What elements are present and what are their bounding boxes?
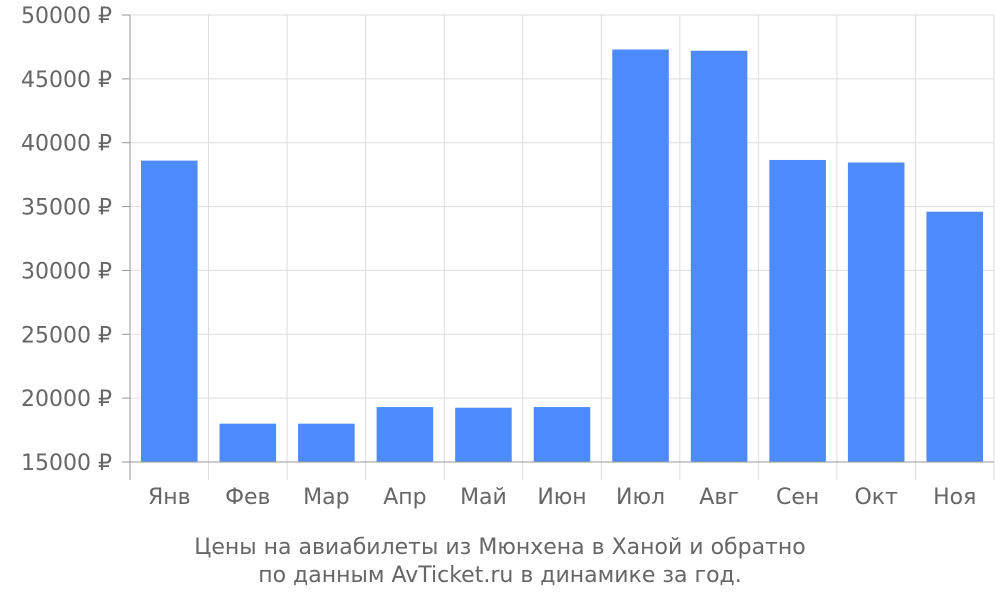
bar-Июн [533, 407, 591, 462]
chart-caption-line-1: Цены на авиабилеты из Мюнхена в Ханой и … [194, 535, 806, 560]
x-axis-labels: Янв Фев Мар Апр Май Июн Июл Авг Сен Окт Ноя [148, 485, 976, 510]
y-tick-label: 20000 ₽ [21, 387, 112, 412]
x-tick-label: Апр [383, 485, 426, 510]
bar-Май [455, 407, 512, 462]
bar-Окт [847, 162, 905, 462]
x-tick-label: Июн [537, 485, 586, 510]
bar-Ноя [926, 211, 984, 462]
x-tick-label: Июл [616, 485, 665, 510]
bar-Июл [612, 49, 669, 463]
x-tick-label: Окт [854, 485, 898, 510]
y-tick-label: 15000 ₽ [21, 451, 112, 476]
bar-Сен [769, 159, 826, 462]
grid-lines [130, 14, 995, 463]
bar-Фев [219, 423, 277, 462]
x-tick-label: Ноя [933, 485, 976, 510]
y-tick-label: 50000 ₽ [21, 4, 112, 29]
bar-Янв [140, 160, 198, 462]
y-tick-label: 35000 ₽ [21, 196, 112, 221]
bars [140, 49, 984, 463]
bar-chart: 15000 ₽ 20000 ₽ 25000 ₽ 30000 ₽ 35000 ₽ 40000… [21, 4, 995, 510]
y-tick-label: 30000 ₽ [21, 259, 112, 284]
axes [122, 14, 995, 480]
y-tick-label: 25000 ₽ [21, 323, 112, 348]
bar-Авг [690, 50, 748, 462]
bar-Мар [298, 423, 355, 462]
x-tick-label: Янв [148, 485, 191, 510]
y-tick-label: 45000 ₽ [21, 68, 112, 93]
x-tick-label: Май [460, 485, 507, 510]
x-tick-label: Фев [225, 485, 270, 510]
y-tick-label: 40000 ₽ [21, 132, 112, 157]
y-axis-labels: 15000 ₽ 20000 ₽ 25000 ₽ 30000 ₽ 35000 ₽ 40000… [21, 4, 112, 476]
x-tick-label: Мар [303, 485, 349, 510]
chart-caption-line-2: по данным AvTicket.ru в динамике за год. [258, 563, 742, 588]
x-tick-label: Сен [776, 485, 819, 510]
bar-Апр [376, 407, 434, 462]
x-tick-label: Авг [699, 485, 739, 510]
